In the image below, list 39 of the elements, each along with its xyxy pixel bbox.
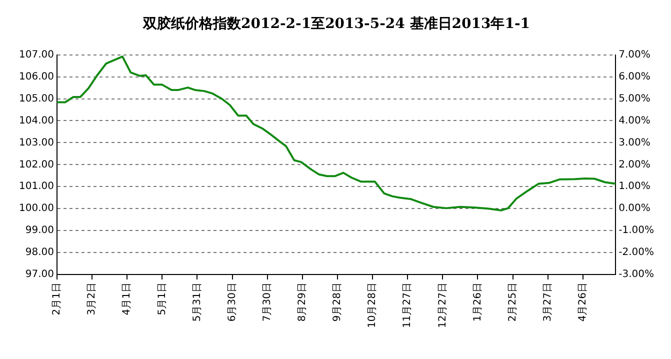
x-tick-label: 5月31日 [192, 282, 203, 322]
y2-tick-label: -1.00% [618, 225, 654, 236]
x-tick-label: 12月27日 [437, 282, 448, 328]
y2-tick-label: 5.00% [618, 93, 650, 104]
y2-tick-label: 4.00% [618, 115, 650, 126]
y2-tick-label: 6.00% [618, 71, 650, 82]
y2-tick-label: 3.00% [618, 137, 650, 148]
y-tick-label: 102.00 [18, 159, 54, 170]
y2-tick-label: 1.00% [618, 181, 650, 192]
x-tick-label: 4月26日 [577, 282, 588, 322]
chart-title: 双胶纸价格指数2012-2-1至2013-5-24 基准日2013年1-1 [142, 15, 530, 32]
y-tick-label: 106.00 [18, 71, 54, 82]
y2-tick-label: 2.00% [618, 159, 650, 170]
x-tick-label: 9月28日 [332, 282, 344, 322]
x-tick-label: 2月25日 [507, 282, 518, 322]
y2-tick-label: 0.00% [618, 203, 650, 214]
x-tick-label: 8月29日 [297, 282, 308, 322]
x-tick-label: 4月1日 [122, 282, 133, 316]
y-tick-label: 107.00 [18, 49, 54, 60]
x-tick-label: 3月2日 [86, 282, 98, 316]
x-tick-label: 1月26日 [472, 282, 484, 322]
x-tick-label: 2月1日 [52, 282, 63, 316]
y-tick-label: 100.00 [18, 203, 54, 214]
y2-tick-label: -3.00% [618, 269, 654, 280]
x-tick-label: 10月28日 [367, 282, 378, 328]
x-tick-label: 7月30日 [262, 282, 273, 322]
y-tick-label: 105.00 [18, 93, 54, 104]
x-tick-label: 3月27日 [542, 282, 554, 322]
y-tick-label: 99.00 [25, 225, 54, 236]
y-tick-label: 101.00 [18, 181, 54, 192]
x-tick-label: 5月1日 [156, 282, 168, 316]
x-tick-label: 11月27日 [402, 282, 414, 328]
y-tick-label: 104.00 [18, 115, 54, 126]
y2-tick-label: 7.00% [618, 49, 650, 60]
y-tick-label: 103.00 [18, 137, 54, 148]
y2-tick-label: -2.00% [618, 247, 654, 258]
y-tick-label: 97.00 [25, 269, 54, 280]
x-tick-label: 6月30日 [226, 282, 238, 322]
y-tick-label: 98.00 [25, 247, 54, 258]
